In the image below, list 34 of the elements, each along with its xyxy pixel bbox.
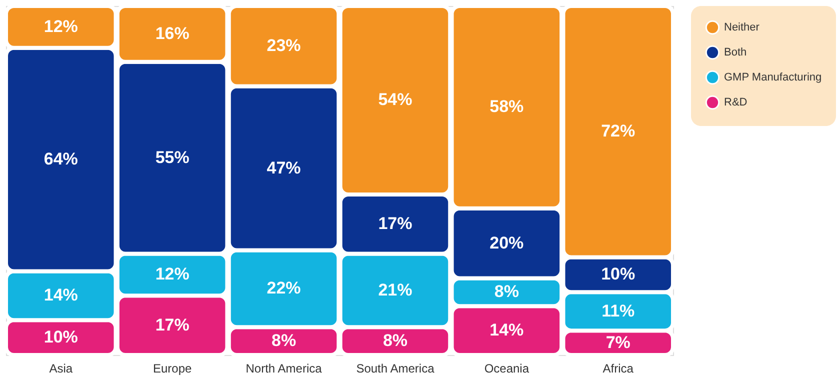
- data-label: 14%: [490, 320, 524, 340]
- data-label: 7%: [606, 332, 630, 352]
- data-label: 23%: [266, 36, 301, 56]
- data-label: 17%: [378, 214, 412, 234]
- data-label: 17%: [155, 315, 190, 334]
- data-label: 10%: [601, 264, 636, 284]
- data-label: 10%: [44, 328, 78, 347]
- data-label: 12%: [155, 264, 190, 284]
- x-tick-label: South America: [356, 362, 435, 376]
- data-label: 22%: [266, 278, 301, 298]
- x-tick-label: Africa: [602, 362, 634, 376]
- legend-label: Neither: [724, 22, 760, 34]
- data-label: 21%: [378, 280, 412, 300]
- x-tick-label: Oceania: [484, 362, 530, 376]
- data-label: 8%: [382, 331, 408, 350]
- legend-label: R&D: [724, 96, 748, 108]
- data-label: 20%: [490, 233, 524, 252]
- legend-label: GMP Manufacturing: [724, 72, 822, 84]
- data-label: 14%: [44, 286, 78, 305]
- data-label: 55%: [155, 148, 190, 167]
- legend-label: Both: [724, 46, 747, 58]
- x-tick-label: North America: [246, 362, 322, 376]
- data-label: 16%: [155, 24, 190, 43]
- data-label: 58%: [490, 97, 524, 116]
- data-label: 8%: [271, 331, 296, 350]
- data-label: 64%: [44, 150, 78, 169]
- data-label: 12%: [44, 16, 78, 36]
- data-label: 8%: [494, 282, 519, 302]
- data-label: 47%: [266, 158, 301, 178]
- data-label: 11%: [602, 301, 635, 320]
- data-label: 54%: [378, 90, 412, 110]
- data-label: 72%: [601, 122, 636, 141]
- x-tick-label: Europe: [152, 362, 192, 376]
- x-tick-label: Asia: [49, 362, 73, 376]
